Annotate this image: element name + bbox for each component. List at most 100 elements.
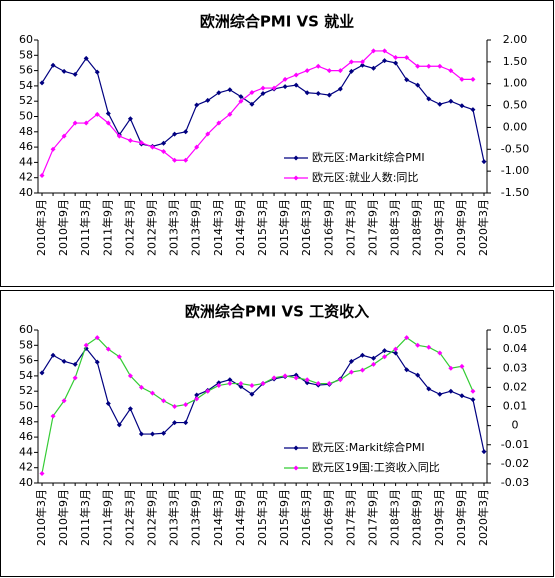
x-tick-label: 2014年3月 [211,199,225,256]
series-marker [72,375,78,381]
frame [0,0,554,287]
x-tick-label: 2013年9月 [189,489,203,546]
series-marker [50,413,56,419]
x-tick-label: 2017年3月 [343,489,357,546]
y-tick-label: 42 [19,461,33,474]
series-marker [172,420,178,426]
series-marker [371,65,376,71]
x-tick-label: 2011年3月 [78,199,92,256]
x-tick-label: 2015年9月 [277,199,291,256]
legend-label: 欧元区19国:工资收入同比 [312,460,440,474]
series-marker [260,91,266,97]
y-tick-label: 48 [19,125,33,138]
series-marker [127,138,133,144]
x-tick-label: 2012年9月 [145,489,159,546]
series-marker [39,470,45,476]
series-marker [150,144,155,150]
x-tick-label: 2016年9月 [321,489,335,546]
series-marker [83,120,89,126]
series-marker [83,55,89,61]
series-marker [238,384,244,390]
y-tick-label: 58 [19,48,33,61]
series-marker [249,89,255,95]
series-marker [404,77,410,83]
y-tick-label: 54 [19,79,33,92]
x-tick-label: 2014年3月 [211,489,225,546]
series-marker [304,68,310,74]
series-marker [227,111,233,117]
series-marker [315,381,321,387]
series-marker [183,157,189,163]
series-marker [437,63,443,69]
y-tick-label: 60 [19,323,33,336]
series-marker [459,393,465,399]
series-marker [437,101,443,107]
x-tick-label: 2011年9月 [100,489,114,546]
series-marker [326,92,332,98]
y2-tick-label: 0.01 [503,400,528,413]
frame [0,290,554,577]
series-marker [459,103,465,109]
series-marker [437,350,443,356]
x-tick-label: 2017年3月 [343,199,357,256]
y-tick-label: 46 [19,140,33,153]
series-marker [61,68,67,74]
x-tick-label: 2018年9月 [410,199,424,256]
series-line [41,336,474,474]
series-marker [304,90,310,96]
x-tick-label: 2013年3月 [167,489,181,546]
series-marker [382,58,388,64]
series-marker [293,72,299,78]
series-marker [205,97,211,103]
y-tick-label: 52 [19,384,33,397]
y2-tick-label: -0.50 [501,142,529,155]
series-marker [359,367,365,373]
series-marker [194,144,200,150]
series-marker [393,54,399,60]
series-marker [470,107,476,113]
x-tick-label: 2010年9月 [56,199,70,256]
series-marker [216,382,222,388]
y-tick-label: 44 [19,155,33,168]
series-marker [348,369,354,375]
series-marker [393,346,399,352]
series-marker [470,76,476,82]
x-tick-label: 2012年9月 [145,199,159,256]
y2-tick-label: 0.05 [503,323,528,336]
series-marker [227,377,233,383]
series-marker [304,380,310,386]
x-tick-label: 2015年3月 [255,489,269,546]
y-tick-label: 44 [19,445,33,458]
x-tick-label: 2019年9月 [454,489,468,546]
series-marker [382,48,388,54]
series-marker [238,98,244,104]
series-marker [249,391,255,397]
x-tick-label: 2010年3月 [34,199,48,256]
series-marker [72,71,78,77]
series-marker [459,76,465,82]
series-marker [105,346,111,352]
y2-tick-label: 0 [512,419,519,432]
series-marker [127,116,133,122]
series-marker [194,396,200,402]
series-marker [116,133,122,139]
x-tick-label: 2016年3月 [299,489,313,546]
y2-tick-label: 0.02 [503,380,528,393]
series-marker [227,381,233,387]
series-marker [150,431,155,437]
y-tick-label: 56 [19,64,33,77]
series-marker [426,344,432,350]
series-marker [337,377,343,383]
series-marker [39,173,45,179]
series-marker [326,381,332,387]
series-marker [72,361,78,367]
x-tick-label: 2019年3月 [432,489,446,546]
series-marker [348,59,354,65]
legend-label: 欧元区:就业人数:同比 [312,170,418,184]
series-marker [161,148,167,154]
series-marker [39,80,45,86]
series-marker [293,82,299,88]
chart-title: 欧洲综合PMI VS 工资收入 [185,303,369,321]
series-marker [138,140,144,146]
series-marker [481,449,487,455]
